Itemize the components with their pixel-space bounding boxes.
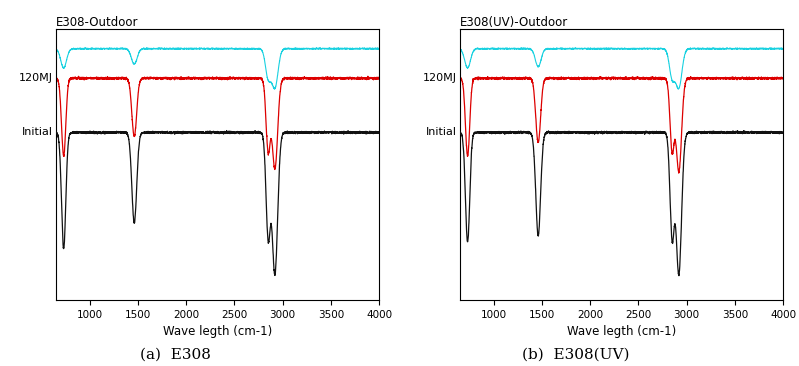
Text: (b)  E308(UV): (b) E308(UV)	[522, 348, 629, 362]
Text: Initial: Initial	[426, 127, 457, 138]
Text: E308-Outdoor: E308-Outdoor	[56, 16, 138, 29]
Text: (a)  E308: (a) E308	[141, 348, 211, 362]
X-axis label: Wave legth (cm-1): Wave legth (cm-1)	[163, 325, 272, 339]
Text: 120MJ: 120MJ	[423, 73, 457, 83]
X-axis label: Wave legth (cm-1): Wave legth (cm-1)	[566, 325, 676, 339]
Text: E308(UV)-Outdoor: E308(UV)-Outdoor	[460, 16, 568, 29]
Text: 120MJ: 120MJ	[18, 73, 53, 83]
Text: Initial: Initial	[22, 127, 53, 138]
